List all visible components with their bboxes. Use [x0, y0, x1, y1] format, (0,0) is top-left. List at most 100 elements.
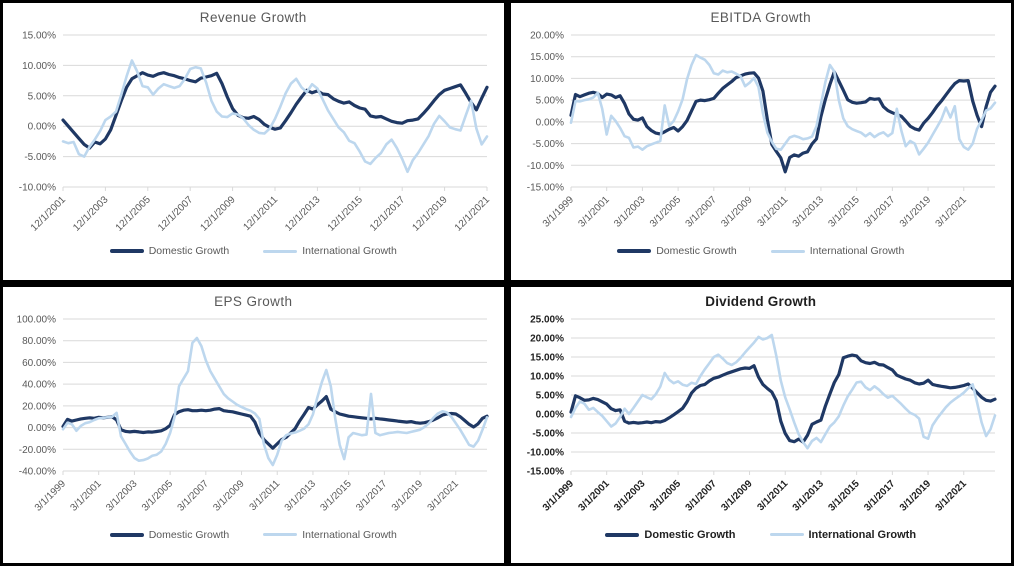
- svg-text:40.00%: 40.00%: [22, 379, 56, 390]
- svg-text:3/1/2021: 3/1/2021: [933, 194, 969, 230]
- svg-text:3/1/1999: 3/1/1999: [541, 478, 577, 514]
- legend-item-international: International Growth: [263, 245, 397, 257]
- svg-text:5.00%: 5.00%: [535, 96, 563, 107]
- svg-text:3/1/2011: 3/1/2011: [755, 194, 790, 229]
- svg-text:12/1/2009: 12/1/2009: [199, 194, 239, 234]
- domestic-line-swatch: [109, 532, 144, 537]
- svg-text:3/1/2001: 3/1/2001: [576, 194, 612, 230]
- svg-text:-10.00%: -10.00%: [527, 447, 564, 458]
- svg-text:3/1/2009: 3/1/2009: [212, 478, 248, 514]
- legend-label-international: International Growth: [809, 245, 905, 257]
- svg-text:15.00%: 15.00%: [530, 352, 564, 363]
- svg-text:12/1/2007: 12/1/2007: [156, 194, 196, 234]
- svg-text:10.00%: 10.00%: [530, 74, 564, 85]
- svg-text:10.00%: 10.00%: [530, 371, 564, 382]
- svg-text:-10.00%: -10.00%: [19, 183, 56, 194]
- revenue-growth-plot-area: 15.00% 10.00% 5.00% 0.00% -5.00% -10.00% 12/1/…: [19, 31, 493, 234]
- svg-text:-5.00%: -5.00%: [25, 152, 57, 163]
- svg-text:3/1/2005: 3/1/2005: [648, 194, 684, 230]
- domestic-line-swatch: [109, 249, 144, 253]
- svg-text:3/1/2021: 3/1/2021: [933, 478, 969, 514]
- legend-item-domestic: Domestic Growth: [109, 245, 230, 257]
- svg-text:10.00%: 10.00%: [22, 61, 56, 72]
- eps-growth-title: EPS Growth: [214, 293, 293, 309]
- svg-text:3/1/2005: 3/1/2005: [140, 478, 176, 514]
- svg-text:3/1/1999: 3/1/1999: [541, 194, 577, 230]
- svg-text:3/1/2011: 3/1/2011: [755, 478, 790, 513]
- svg-text:15.00%: 15.00%: [22, 31, 56, 42]
- svg-text:20.00%: 20.00%: [530, 31, 564, 42]
- legend-item-international: International Growth: [769, 529, 916, 541]
- revenue-growth-legend: Domestic Growth International Growth: [109, 245, 397, 257]
- svg-text:60.00%: 60.00%: [22, 357, 56, 368]
- svg-text:3/1/2011: 3/1/2011: [248, 478, 283, 513]
- legend-label-international: International Growth: [302, 245, 397, 257]
- legend-item-international: International Growth: [770, 245, 905, 257]
- legend-label-international: International Growth: [302, 528, 397, 541]
- svg-text:100.00%: 100.00%: [17, 314, 57, 325]
- svg-text:12/1/2013: 12/1/2013: [284, 194, 324, 234]
- svg-text:0.00%: 0.00%: [28, 122, 56, 133]
- svg-text:3/1/2005: 3/1/2005: [648, 478, 684, 514]
- legend-label-domestic: Domestic Growth: [148, 528, 230, 541]
- svg-text:12/1/2003: 12/1/2003: [72, 194, 112, 234]
- svg-text:12/1/2021: 12/1/2021: [453, 194, 493, 234]
- ebitda-growth-plot-area: 20.00% 15.00% 10.00% 5.00% 0.00% -5.00% -10.00…: [527, 31, 997, 230]
- chart-panel-revenue-growth: Revenue Growth 15.00% 10.00% 5.00% 0.00% -5.…: [3, 3, 504, 280]
- svg-text:12/1/2017: 12/1/2017: [368, 194, 408, 234]
- international-line-swatch: [263, 533, 298, 536]
- eps-growth-plot-area: 100.00% 80.00% 60.00% 40.00% 20.00% 0.00% -20.…: [17, 314, 489, 514]
- revenue-growth-title: Revenue Growth: [199, 10, 307, 25]
- svg-text:3/1/2013: 3/1/2013: [790, 478, 826, 514]
- svg-text:3/1/2017: 3/1/2017: [862, 478, 898, 514]
- svg-text:-5.00%: -5.00%: [532, 428, 564, 439]
- svg-text:3/1/2007: 3/1/2007: [683, 194, 719, 230]
- svg-text:3/1/2003: 3/1/2003: [612, 478, 648, 514]
- svg-text:3/1/2003: 3/1/2003: [104, 478, 140, 514]
- svg-text:3/1/2019: 3/1/2019: [898, 194, 934, 230]
- international-line-swatch: [770, 249, 805, 253]
- svg-text:-20.00%: -20.00%: [19, 444, 56, 455]
- svg-text:3/1/2013: 3/1/2013: [283, 478, 319, 514]
- svg-text:25.00%: 25.00%: [530, 314, 564, 325]
- svg-text:20.00%: 20.00%: [22, 401, 56, 412]
- svg-text:3/1/2013: 3/1/2013: [790, 194, 826, 230]
- chart-panel-dividend-growth: Dividend Growth 25.00% 20.00% 15.00% 10.00%…: [510, 286, 1011, 563]
- svg-text:3/1/2019: 3/1/2019: [390, 478, 426, 514]
- svg-text:3/1/2003: 3/1/2003: [612, 194, 648, 230]
- svg-text:3/1/2017: 3/1/2017: [862, 194, 898, 230]
- ebitda-growth-title: EBITDA Growth: [710, 10, 811, 25]
- svg-text:3/1/2019: 3/1/2019: [898, 478, 934, 514]
- dividend-growth-legend: Domestic Growth International Growth: [605, 529, 916, 541]
- svg-text:3/1/2001: 3/1/2001: [69, 478, 105, 514]
- svg-text:3/1/2009: 3/1/2009: [719, 194, 755, 230]
- svg-text:0.00%: 0.00%: [535, 117, 563, 128]
- dividend-growth-title: Dividend Growth: [705, 293, 817, 309]
- svg-text:12/1/2011: 12/1/2011: [242, 194, 281, 233]
- svg-text:0.00%: 0.00%: [28, 423, 56, 434]
- international-line-swatch: [263, 249, 298, 253]
- svg-text:3/1/2015: 3/1/2015: [826, 194, 862, 230]
- svg-text:-10.00%: -10.00%: [527, 161, 564, 172]
- ebitda-growth-legend: Domestic Growth International Growth: [617, 245, 904, 257]
- legend-label-domestic: Domestic Growth: [644, 528, 736, 541]
- legend-label-domestic: Domestic Growth: [148, 245, 230, 257]
- svg-text:3/1/2009: 3/1/2009: [719, 478, 755, 514]
- svg-text:12/1/2015: 12/1/2015: [326, 194, 366, 234]
- svg-text:3/1/2017: 3/1/2017: [354, 478, 390, 514]
- svg-text:3/1/1999: 3/1/1999: [33, 478, 69, 514]
- svg-text:-5.00%: -5.00%: [532, 139, 564, 150]
- svg-text:5.00%: 5.00%: [28, 91, 56, 102]
- international-line-swatch: [769, 533, 804, 536]
- svg-text:0.00%: 0.00%: [535, 409, 563, 420]
- svg-text:12/1/2005: 12/1/2005: [114, 194, 154, 234]
- legend-item-international: International Growth: [263, 529, 397, 541]
- svg-text:3/1/2015: 3/1/2015: [826, 478, 862, 514]
- legend-item-domestic: Domestic Growth: [605, 528, 736, 541]
- legend-label-domestic: Domestic Growth: [656, 245, 737, 257]
- svg-text:15.00%: 15.00%: [530, 52, 564, 63]
- svg-text:5.00%: 5.00%: [535, 390, 563, 401]
- svg-text:3/1/2015: 3/1/2015: [319, 478, 355, 514]
- svg-text:-40.00%: -40.00%: [19, 466, 56, 477]
